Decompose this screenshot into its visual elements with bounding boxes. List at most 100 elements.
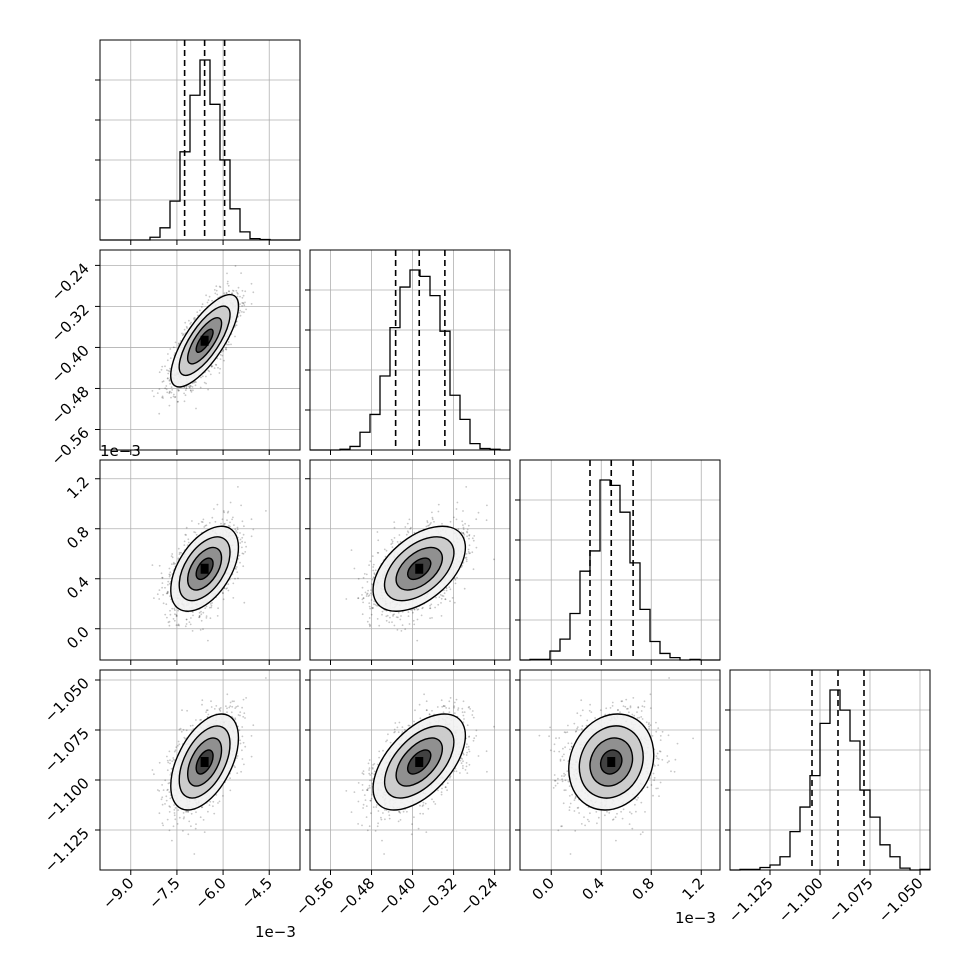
sample-point	[193, 318, 196, 321]
sample-point	[164, 586, 166, 589]
sample-point	[200, 619, 203, 622]
sample-point	[412, 619, 415, 622]
sample-point	[393, 521, 396, 523]
sample-point	[166, 591, 169, 594]
sample-point	[443, 592, 446, 595]
sample-point	[185, 526, 188, 529]
sample-point	[226, 280, 229, 283]
scatter-panel-3-0: −9.0 −7.5 −6.0 −4.5−1.125−1.100−1.075−1.050	[41, 669, 301, 913]
sample-point	[185, 623, 188, 625]
sample-point	[171, 607, 174, 610]
sample-point	[407, 611, 410, 613]
sample-point	[430, 522, 432, 524]
sample-point	[239, 532, 241, 534]
sample-point	[158, 371, 161, 374]
sample-point	[197, 314, 199, 317]
sample-point	[241, 311, 243, 313]
sample-point	[172, 346, 175, 349]
sample-point	[227, 341, 230, 343]
sample-point	[164, 365, 166, 368]
sample-point	[231, 289, 234, 292]
sample-point	[225, 292, 228, 294]
sample-point	[368, 605, 371, 608]
sample-point	[185, 534, 188, 536]
sample-point	[244, 541, 246, 544]
histogram-panel-0	[95, 39, 301, 245]
sample-point	[493, 558, 495, 561]
sample-point	[239, 561, 241, 564]
sample-point	[239, 314, 242, 317]
sample-point	[177, 547, 180, 550]
sample-point	[250, 518, 253, 521]
density-peak	[200, 335, 209, 346]
sample-point	[236, 531, 239, 534]
sample-point	[367, 595, 370, 597]
sample-point	[461, 520, 464, 523]
sample-point	[234, 335, 236, 338]
sample-point	[466, 530, 468, 533]
sample-point	[208, 522, 211, 524]
sample-point	[463, 587, 466, 590]
sample-point	[237, 577, 239, 580]
sample-point	[173, 619, 176, 622]
sample-point	[191, 386, 194, 388]
sample-point	[151, 390, 154, 392]
sample-point	[235, 324, 238, 327]
sample-point	[239, 542, 242, 544]
sample-point	[174, 562, 176, 565]
sample-point	[167, 583, 169, 586]
sample-point	[486, 504, 488, 507]
sample-point	[185, 618, 188, 621]
sample-point	[229, 521, 231, 524]
sample-point	[160, 368, 163, 371]
sample-point	[167, 372, 170, 375]
sample-point	[180, 551, 183, 554]
sample-point	[170, 386, 173, 389]
sample-point	[189, 623, 192, 626]
sample-point	[454, 582, 457, 585]
sample-point	[235, 566, 238, 568]
y-tick-label: −0.48	[48, 383, 93, 428]
sample-point	[166, 616, 168, 619]
sample-point	[242, 533, 245, 536]
sample-point	[449, 600, 451, 603]
sample-point	[222, 598, 225, 601]
sample-point	[437, 603, 440, 606]
sample-point	[462, 528, 465, 531]
sample-point	[226, 282, 229, 285]
sample-point	[465, 556, 468, 559]
sample-point	[252, 528, 255, 531]
sample-point	[369, 560, 372, 563]
sample-point	[368, 564, 370, 566]
sample-point	[232, 597, 235, 599]
histogram-panel-1	[305, 249, 511, 455]
sample-point	[207, 299, 210, 301]
sample-point	[170, 391, 173, 394]
sample-point	[389, 616, 391, 619]
sample-point	[184, 394, 187, 397]
sample-point	[444, 598, 447, 600]
sample-point	[362, 576, 365, 579]
sample-point	[153, 395, 155, 398]
sample-point	[186, 327, 189, 329]
sample-point	[183, 392, 186, 395]
sample-point	[445, 589, 448, 592]
sample-point	[437, 503, 440, 506]
sample-point	[199, 309, 201, 312]
sample-point	[238, 311, 241, 314]
sample-point	[184, 321, 187, 324]
sample-point	[243, 601, 246, 604]
sample-point	[244, 551, 247, 553]
sample-point	[386, 614, 389, 617]
sample-point	[462, 524, 464, 526]
sample-point	[464, 522, 466, 525]
sample-point	[362, 597, 365, 599]
sample-point	[232, 290, 235, 292]
sample-point	[371, 583, 373, 585]
sample-point	[174, 609, 176, 612]
sample-point	[378, 624, 381, 627]
sample-point	[177, 557, 180, 560]
sample-point	[236, 295, 239, 298]
sample-point	[467, 524, 470, 527]
sample-point	[190, 617, 192, 619]
